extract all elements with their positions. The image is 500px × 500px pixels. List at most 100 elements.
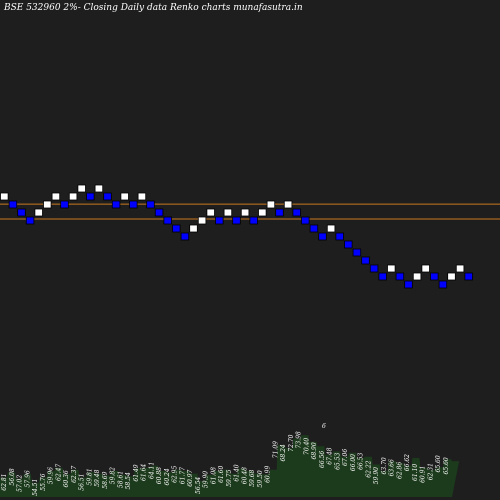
renko-brick-down (232, 216, 241, 225)
volume-label: 67.06 (342, 449, 349, 466)
volume-label: 58.54 (125, 472, 132, 489)
volume-label: 55.76 (40, 473, 47, 490)
renko-brick-up (68, 192, 78, 201)
volume-label: 59.96 (48, 467, 55, 484)
renko-brick-up (326, 224, 336, 233)
volume-label: 73.98 (296, 431, 303, 448)
volume-label: 59.90 (373, 467, 380, 484)
renko-brick-down (17, 208, 26, 217)
volume-label: 61.10 (412, 464, 419, 481)
renko-brick-down (369, 264, 379, 273)
renko-brick-down (249, 216, 258, 225)
volume-label: 59.48 (94, 469, 101, 486)
renko-brick-up (266, 200, 276, 209)
renko-brick-up (120, 192, 129, 201)
renko-brick-up (240, 208, 250, 217)
volume-label: 67.48 (327, 447, 334, 464)
volume-label: 57.02 (17, 475, 24, 492)
volume-label: 60.36 (63, 470, 70, 487)
volume-label: 54.51 (32, 479, 39, 496)
renko-brick-down (172, 224, 181, 233)
renko-brick-down (352, 248, 362, 257)
volume-label: 61.77 (179, 467, 186, 484)
volume-label: 71.09 (272, 441, 279, 458)
renko-brick-down (60, 200, 69, 209)
renko-brick-up (387, 264, 396, 273)
volume-label: 66.53 (358, 453, 365, 470)
volume-label: 56.54 (195, 477, 202, 494)
renko-brick-up (455, 264, 465, 273)
volume-label: 56.51 (79, 474, 86, 491)
volume-label: 62.37 (71, 466, 78, 483)
renko-brick-down (335, 232, 344, 241)
renko-brick-down (215, 216, 224, 225)
renko-brick-up (283, 200, 293, 209)
volume-label: 61.49 (133, 464, 140, 481)
renko-brick-up (197, 216, 207, 225)
volume-area-layer (0, 435, 460, 497)
volume-label: 60.88 (156, 467, 163, 484)
volume-label: 59.90 (203, 471, 210, 488)
volume-label: 65.53 (334, 453, 341, 470)
renko-brick-down (163, 216, 172, 225)
renko-brick-down (464, 272, 473, 281)
renko-brick-down (154, 208, 164, 217)
volume-label: 58.69 (102, 471, 109, 488)
renko-brick-up (0, 192, 9, 201)
renko-brick-down (438, 280, 448, 289)
renko-brick-up (94, 184, 104, 193)
renko-brick-up (421, 264, 430, 273)
volume-area (0, 435, 460, 497)
volume-label: 59.82 (110, 467, 117, 484)
volume-label: 60.48 (241, 467, 248, 484)
brick-layer (0, 184, 473, 289)
renko-brick-down (129, 200, 138, 209)
volume-label: 59.50 (257, 470, 264, 487)
volume-label: 59.81 (86, 468, 93, 485)
renko-brick-up (51, 192, 61, 201)
volume-label: 59.75 (226, 469, 233, 486)
volume-label: 61.40 (234, 464, 241, 481)
volume-label: 70.40 (303, 438, 310, 455)
volume-label: 68.24 (280, 444, 287, 461)
renko-brick-down (111, 200, 121, 209)
renko-brick-up (34, 208, 43, 217)
renko-brick-up (206, 208, 215, 217)
volume-marker: 6 (322, 423, 326, 430)
volume-label: 63.66 (389, 459, 396, 476)
renko-brick-down (25, 216, 35, 225)
renko-brick-up (77, 184, 86, 193)
volume-label: 62.81 (1, 474, 8, 491)
renko-brick-up (447, 272, 456, 281)
volume-label: 66.56 (319, 451, 326, 468)
volume-label: 56.08 (9, 468, 16, 485)
volume-label-layer: 62.81 56.08 57.02 57.96 54.51 55.76 59.96 62.47… (1, 423, 450, 496)
renko-brick-down (180, 232, 190, 241)
volume-label: 59.68 (249, 469, 256, 486)
volume-label: 62.31 (427, 463, 434, 480)
volume-label: 61.08 (210, 467, 217, 484)
volume-label: 58.61 (117, 471, 124, 488)
volume-label: 66.00 (350, 454, 357, 471)
volume-label: 61.60 (218, 466, 225, 483)
renko-brick-down (430, 272, 439, 281)
renko-brick-down (378, 272, 387, 281)
renko-brick-up (412, 272, 422, 281)
renko-brick-down (146, 200, 155, 209)
volume-label: 57.96 (24, 470, 31, 487)
volume-label: 62.86 (396, 462, 403, 479)
volume-label: 60.24 (164, 468, 171, 485)
renko-brick-up (137, 192, 147, 201)
volume-label: 61.64 (141, 464, 148, 481)
renko-brick-down (309, 224, 319, 233)
chart-title: BSE 532960 2%- Closing Daily data Renko … (4, 3, 303, 13)
volume-label: 62.22 (365, 460, 372, 477)
renko-brick-down (361, 256, 370, 265)
volume-label: 60.97 (187, 469, 194, 486)
renko-brick-down (103, 192, 112, 201)
volume-label: 66.62 (404, 454, 411, 471)
renko-brick-up (223, 208, 233, 217)
volume-label: 62.47 (55, 464, 62, 481)
